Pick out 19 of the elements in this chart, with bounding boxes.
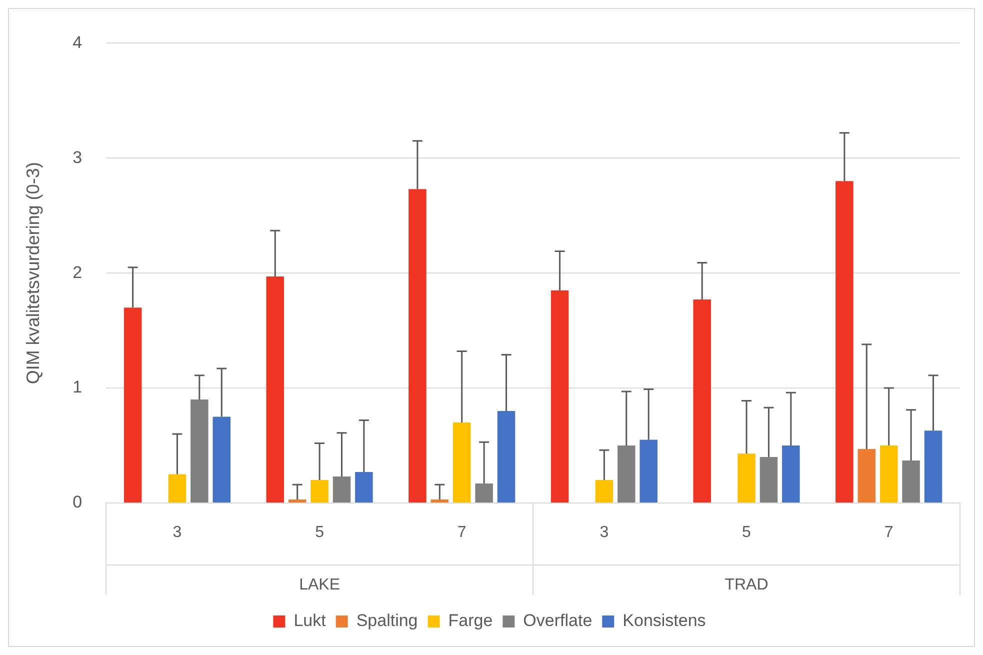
legend-label: Lukt <box>294 611 326 630</box>
y-tick-label: 0 <box>72 492 82 512</box>
y-tick-label: 3 <box>72 148 82 167</box>
y-tick-label: 2 <box>72 262 82 282</box>
x-tick-label: 7 <box>457 524 466 542</box>
x-tick-label: 3 <box>600 524 609 542</box>
legend-label: Farge <box>448 611 493 630</box>
text: TRAD <box>724 576 768 594</box>
legend-label: Overflate <box>523 611 592 630</box>
text: LAKE <box>299 576 340 594</box>
x-tick-label: 5 <box>742 524 752 542</box>
x-tick-label: 5 <box>315 524 324 542</box>
y-tick-label: 1 <box>72 378 82 397</box>
y-axis-title: QIM kvalitetsvurdering (0-3) <box>22 162 43 384</box>
legend-label: Konsistens <box>622 611 706 630</box>
y-tick-label: 4 <box>72 32 82 52</box>
legend-label: Spalting <box>356 611 418 630</box>
x-tick-label: 3 <box>172 524 182 542</box>
x-tick-label: 7 <box>884 524 894 542</box>
